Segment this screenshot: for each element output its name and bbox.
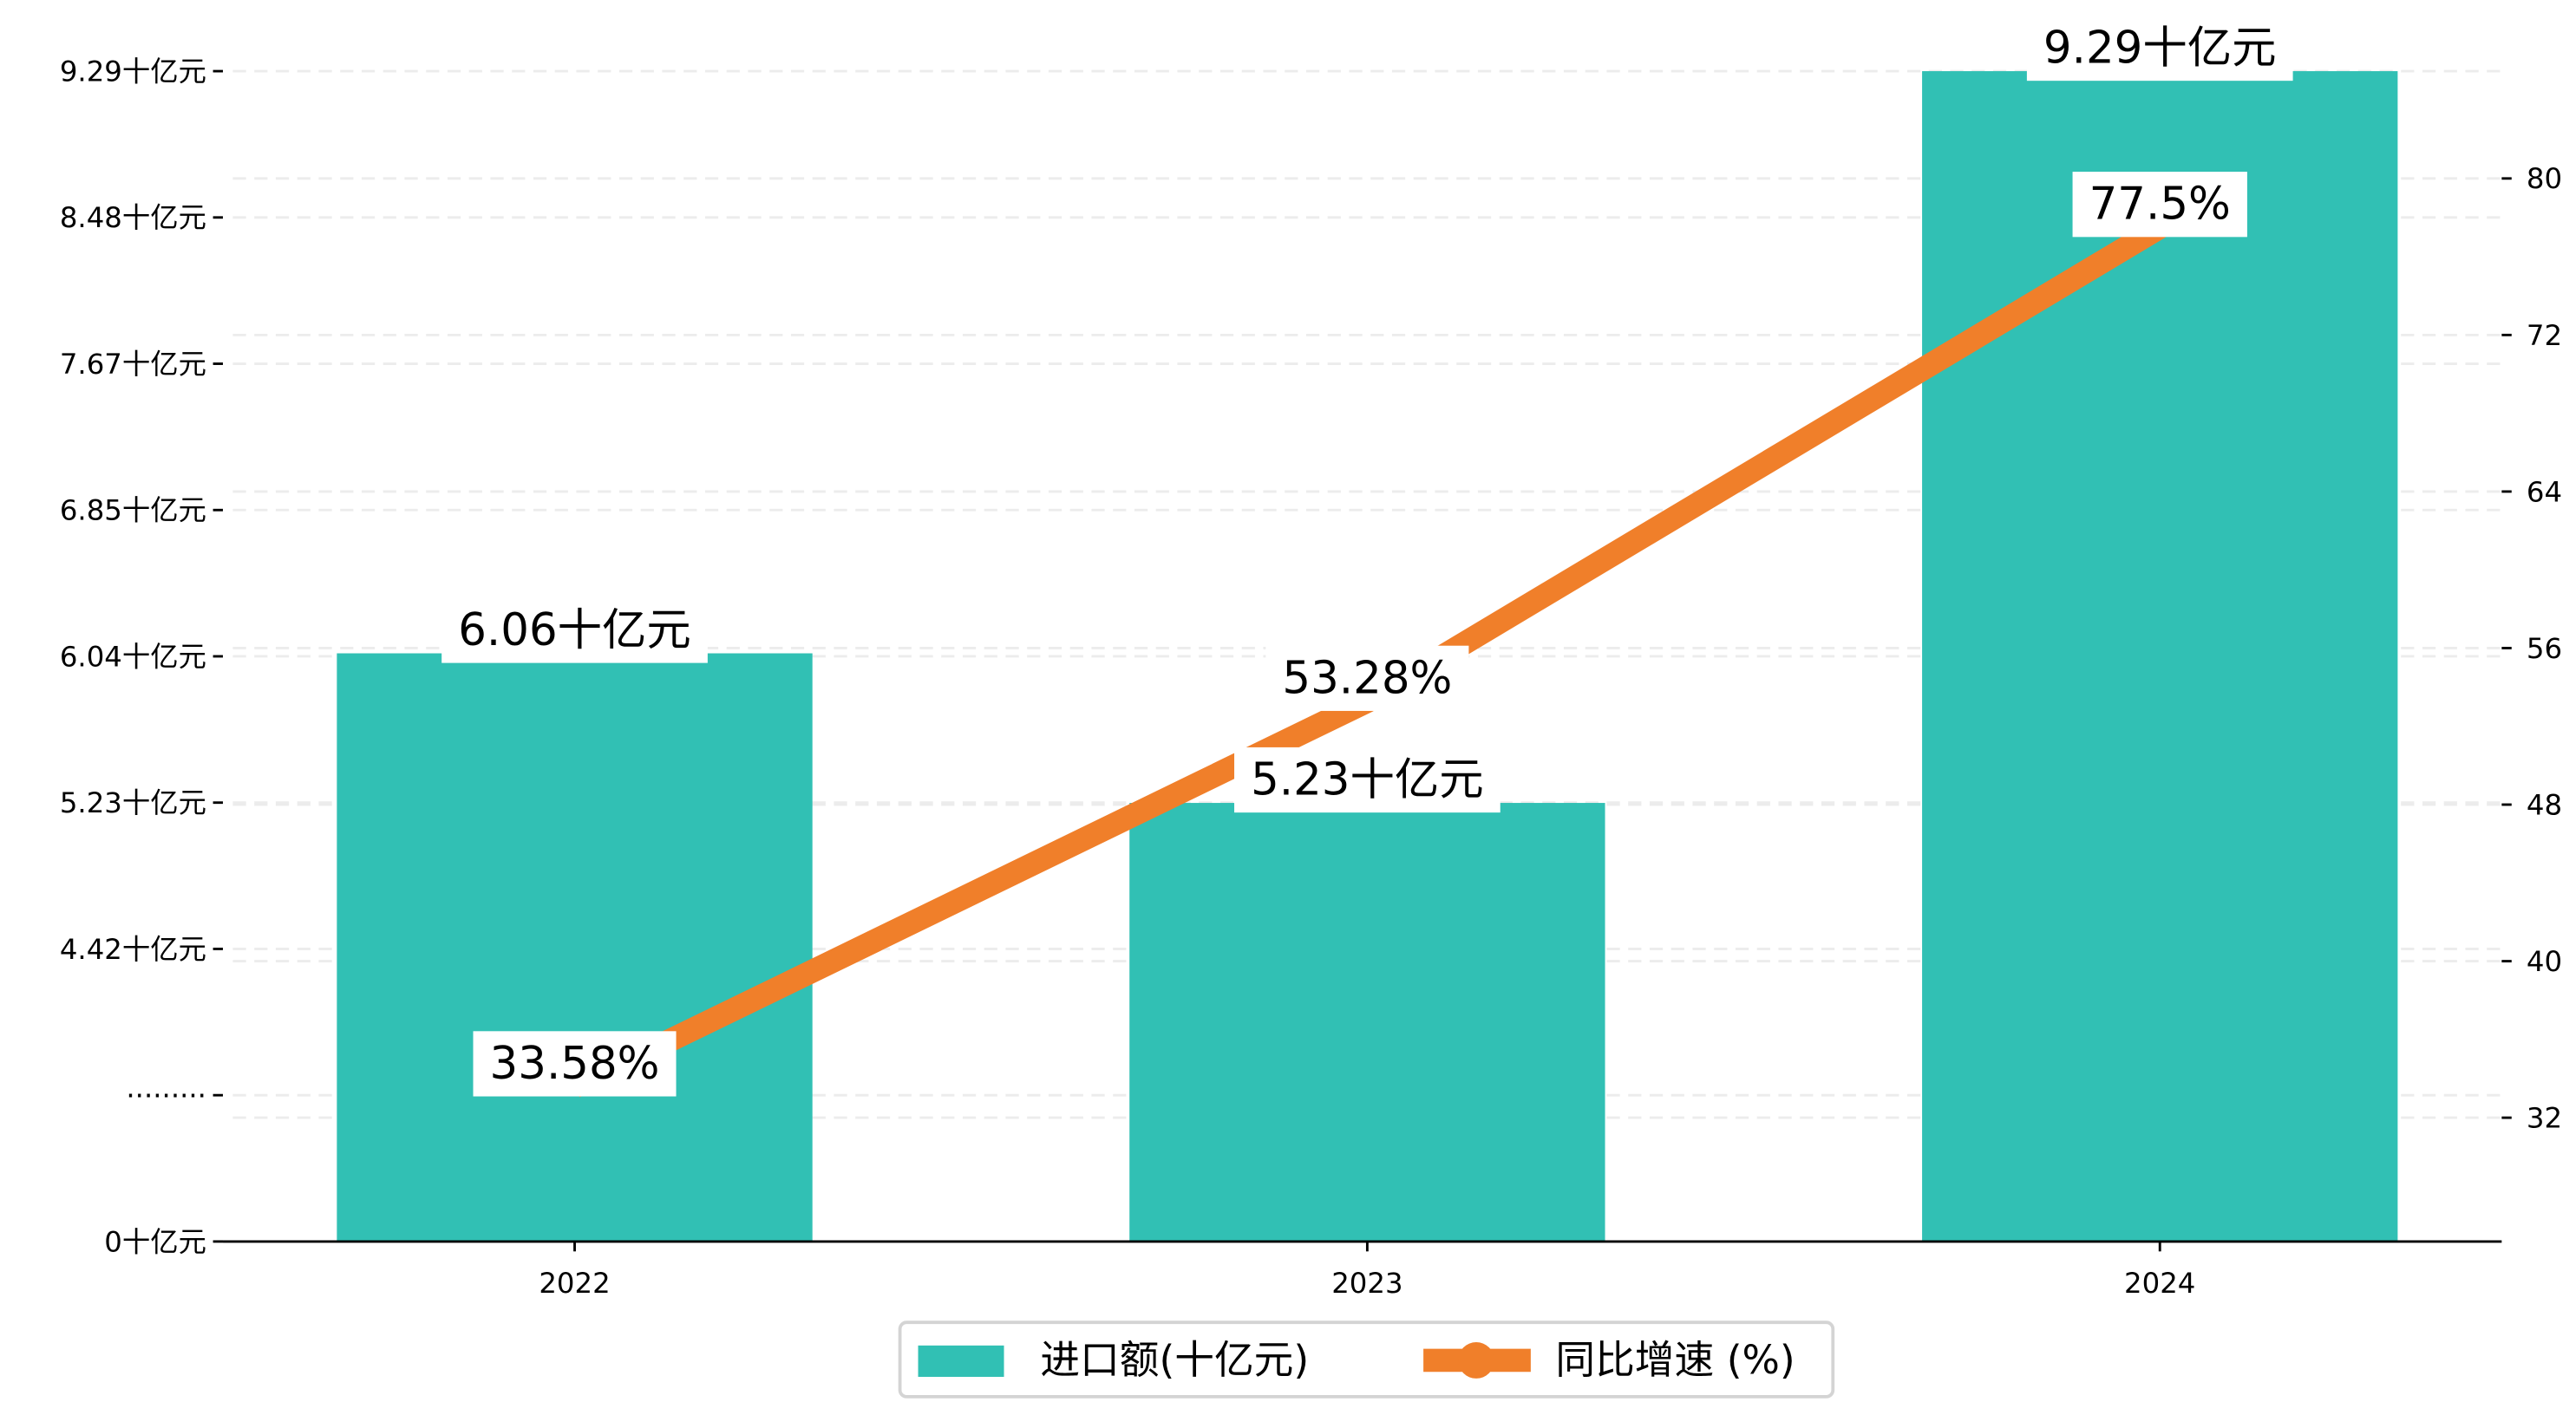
x-tick-label: 2024 (2124, 1267, 2195, 1300)
growth-value-label-bg (473, 1031, 677, 1097)
legend-line-marker (1458, 1342, 1494, 1379)
growth-value-label: 53.28% (1265, 645, 1469, 711)
bar-value-label-bg (441, 597, 708, 663)
right-tick-label: 72 (2527, 319, 2562, 352)
left-tick-label: 7.67十亿元 (60, 348, 206, 381)
left-tick-label: 6.04十亿元 (60, 640, 206, 673)
legend-line-label: 同比增速 (%) (1555, 1337, 1795, 1383)
right-tick-label: 64 (2527, 475, 2562, 508)
bar-value-label-bg (2026, 15, 2293, 82)
left-tick-label: 9.29十亿元 (60, 55, 206, 88)
bar-2022 (337, 653, 813, 1242)
growth-value-label-text: 33.58% (490, 1038, 660, 1090)
legend-box (898, 1320, 1835, 1399)
bar-value-label: 9.29十亿元 (2026, 15, 2293, 82)
value-labels: 6.06十亿元 5.23十亿元 9.29十亿元 33.58% 53.28% 77.5% (441, 15, 2293, 1097)
left-tick-label: ········· (126, 1079, 206, 1112)
bars (337, 71, 2398, 1242)
bar-value-label-text: 9.29十亿元 (2043, 23, 2277, 75)
x-tick-label: 2023 (1331, 1267, 1402, 1300)
right-tick-label: 32 (2527, 1102, 2562, 1135)
x-tick-label: 2022 (539, 1267, 610, 1300)
growth-value-label-bg (1265, 645, 1469, 711)
bar-value-label-bg (1234, 747, 1500, 813)
bar-value-label: 5.23十亿元 (1234, 747, 1500, 813)
left-tick-label: 8.48十亿元 (60, 201, 206, 234)
bar-2024 (1922, 71, 2398, 1242)
legend-bar-swatch (918, 1345, 1004, 1378)
left-tick-label: 6.85十亿元 (60, 494, 206, 527)
legend: 进口额(十亿元) 同比增速 (%) (898, 1320, 1835, 1399)
right-tick-label: 80 (2527, 162, 2562, 195)
bar-value-label-text: 5.23十亿元 (1251, 754, 1484, 806)
growth-value-label: 77.5% (2072, 172, 2247, 238)
right-tick-label: 56 (2527, 632, 2562, 665)
bar-value-label: 6.06十亿元 (441, 597, 708, 663)
right-tick-label: 40 (2527, 945, 2562, 978)
left-tick-label: 0十亿元 (104, 1225, 206, 1258)
growth-value-label-bg (2072, 172, 2247, 238)
growth-value-label: 33.58% (473, 1031, 677, 1097)
bar-value-label-text: 6.06十亿元 (458, 604, 691, 656)
left-tick-label: 5.23十亿元 (60, 786, 206, 819)
axes: 0十亿元 ········· 4.42十亿元 5.23十亿元 6.04十亿元 6.85十亿… (60, 55, 2562, 1299)
bar-2023 (1129, 803, 1605, 1242)
right-tick-label: 48 (2527, 788, 2562, 821)
legend-bar-label: 进口额(十亿元) (1040, 1337, 1309, 1383)
left-tick-label: 4.42十亿元 (60, 933, 206, 966)
growth-value-label-text: 53.28% (1282, 652, 1452, 704)
growth-value-label-text: 77.5% (2089, 179, 2231, 231)
